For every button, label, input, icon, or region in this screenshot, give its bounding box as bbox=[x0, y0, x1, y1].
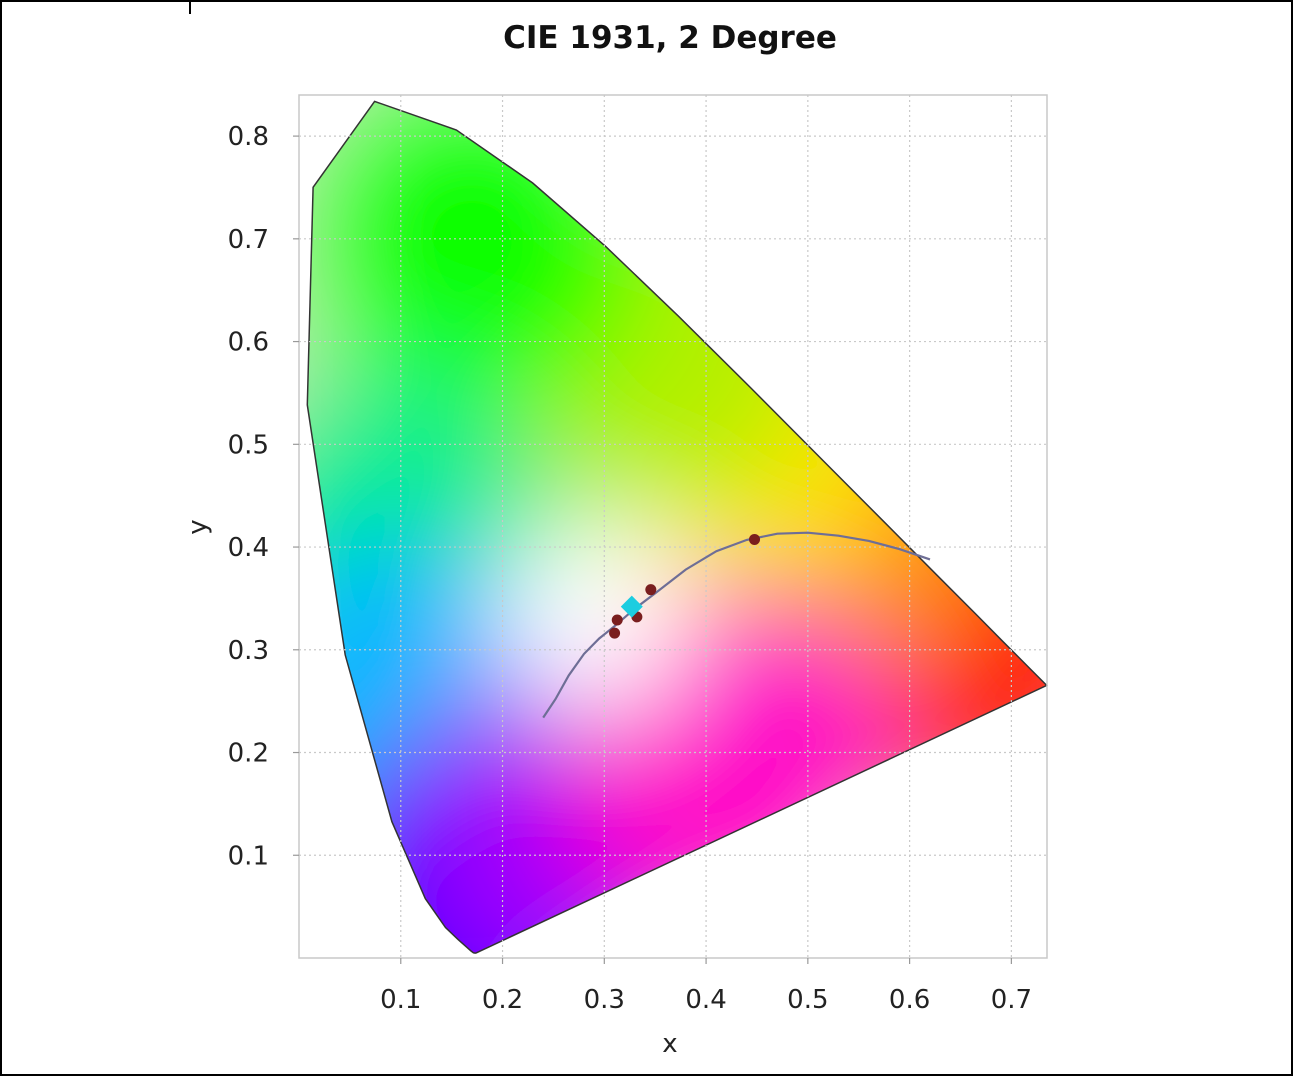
data-point bbox=[749, 533, 761, 545]
x-axis: 0.1 0.2 0.3 0.4 0.5 0.6 0.7 bbox=[380, 958, 1032, 1015]
x-tick-label: 0.6 bbox=[889, 985, 930, 1015]
planckian-locus bbox=[542, 531, 931, 719]
plot-area-border bbox=[298, 94, 1048, 959]
y-tick-label: 0.4 bbox=[228, 533, 269, 563]
y-tick-label: 0.5 bbox=[228, 430, 269, 460]
grid bbox=[299, 95, 1047, 958]
y-tick-label: 0.7 bbox=[228, 225, 269, 255]
y-tick-label: 0.8 bbox=[228, 122, 269, 152]
color-gamut-fill bbox=[307, 101, 1047, 954]
diamond-point bbox=[620, 595, 643, 618]
x-tick-label: 0.7 bbox=[991, 985, 1032, 1015]
y-tick-label: 0.2 bbox=[228, 739, 269, 769]
x-tick-label: 0.4 bbox=[685, 985, 726, 1015]
x-tick-label: 0.5 bbox=[787, 985, 828, 1015]
y-tick-label: 0.1 bbox=[228, 841, 269, 871]
spectral-locus bbox=[306, 100, 1048, 954]
chart-title: CIE 1931, 2 Degree bbox=[503, 20, 837, 56]
x-tick-label: 0.2 bbox=[482, 985, 523, 1015]
data-point bbox=[611, 614, 623, 626]
y-tick-label: 0.3 bbox=[228, 636, 269, 666]
x-tick-label: 0.1 bbox=[380, 985, 421, 1015]
data-points bbox=[609, 533, 761, 639]
x-tick-label: 0.3 bbox=[584, 985, 625, 1015]
gamut-color-white bbox=[499, 523, 690, 714]
y-axis-label: y bbox=[183, 519, 213, 534]
x-axis-label: x bbox=[662, 1029, 677, 1059]
data-point bbox=[609, 627, 621, 639]
data-point bbox=[645, 584, 657, 596]
y-axis: 0.1 0.2 0.3 0.4 0.5 0.6 0.7 0.8 bbox=[228, 122, 299, 871]
y-tick-label: 0.6 bbox=[228, 328, 269, 358]
